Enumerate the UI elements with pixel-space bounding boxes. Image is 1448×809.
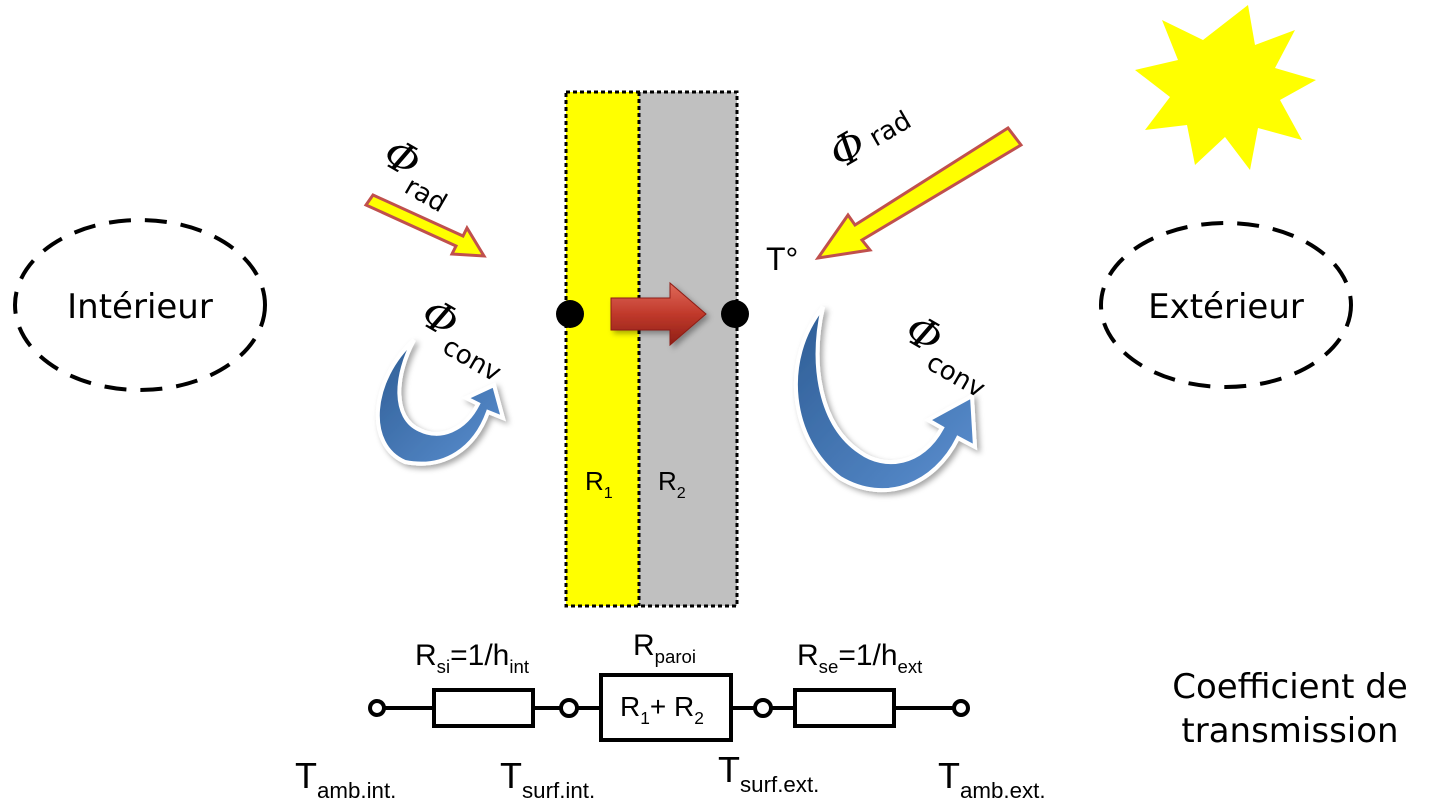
temperature-mark: T°	[766, 241, 798, 277]
circuit-node-surf-ext	[753, 698, 773, 718]
svg-text:Φconv: Φconv	[408, 288, 522, 388]
interior-label: Intérieur	[67, 287, 213, 327]
wall-layer-1	[566, 92, 639, 606]
center-box-label: R1+ R2	[620, 691, 704, 728]
surface-node-interior	[556, 300, 584, 328]
circuit-node-amb-int	[368, 699, 386, 717]
exterior-convection-arrow	[794, 305, 978, 493]
interior-convection-arrow	[375, 338, 506, 466]
rsi-label: Rsi=1/hint	[415, 639, 530, 677]
rparoi-label: Rparoi	[633, 629, 696, 667]
node-label-surf-ext: Tsurf.ext.	[718, 749, 819, 797]
svg-text:Φconv: Φconv	[892, 304, 1006, 404]
node-label-amb-ext: Tamb.ext.	[938, 755, 1046, 803]
rse-label: Rse=1/hext	[797, 639, 923, 677]
layer-1-label: R1	[585, 466, 613, 502]
conduction-arrow	[610, 281, 707, 347]
surface-node-exterior	[721, 300, 749, 328]
caption-line-2: transmission	[1181, 711, 1398, 751]
exterior-radiation-arrow	[814, 125, 1024, 261]
svg-text:Φrad: Φrad	[821, 93, 920, 178]
interior-zone-ellipse	[13, 218, 267, 392]
node-label-amb-int: Tamb.int.	[295, 755, 396, 803]
layer-2-label: R2	[658, 466, 686, 502]
exterior-rad-label: Φrad	[821, 93, 920, 179]
node-label-surf-int: Tsurf.int.	[500, 755, 595, 803]
thermal-circuit	[384, 673, 954, 742]
wall-outline	[564, 90, 739, 608]
exterior-conv-label: Φconv	[892, 304, 1006, 404]
circuit-node-amb-ext	[952, 699, 970, 717]
interior-conv-label: Φconv	[408, 288, 522, 388]
exterior-zone-ellipse	[1099, 221, 1353, 389]
circuit-node-surf-int	[559, 698, 579, 718]
exterior-label: Extérieur	[1148, 287, 1304, 327]
interior-radiation-arrow	[363, 193, 487, 258]
sun-icon	[1135, 5, 1316, 170]
caption-line-1: Coefficient de	[1172, 667, 1408, 707]
wall-layer-2	[639, 92, 737, 606]
